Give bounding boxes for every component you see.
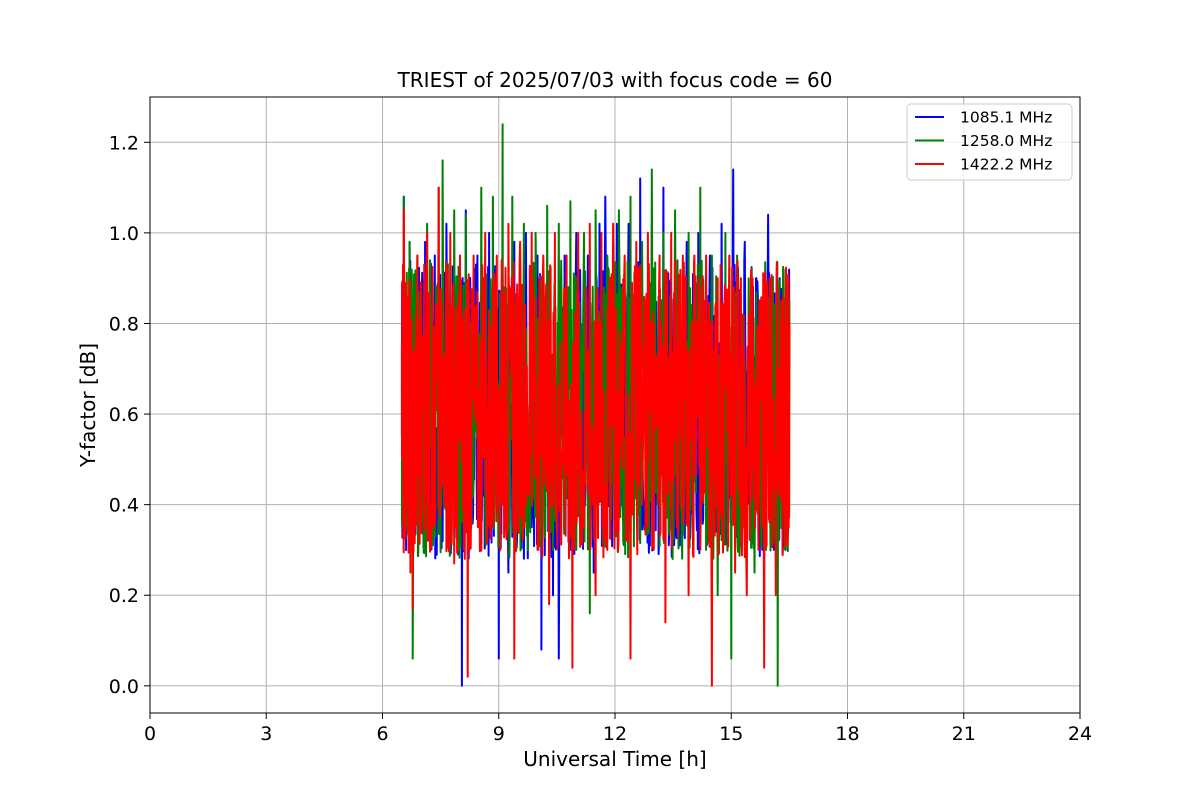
x-tick-label: 6 — [376, 723, 388, 745]
y-tick-label: 0.0 — [109, 676, 139, 698]
x-tick-label: 15 — [719, 723, 743, 745]
y-tick-label: 1.0 — [109, 223, 139, 245]
series-line-3 — [400, 186, 791, 687]
x-tick-label: 21 — [952, 723, 976, 745]
legend-box — [906, 103, 1073, 181]
chart-title: TRIEST of 2025/07/03 with focus code = 6… — [397, 68, 833, 92]
y-tick-label: 0.4 — [109, 495, 139, 517]
x-tick-label: 12 — [603, 723, 627, 745]
y-tick-label: 0.2 — [109, 585, 139, 607]
legend-entry-label: 1258.0 MHz — [960, 132, 1052, 150]
x-tick-label: 0 — [144, 723, 156, 745]
x-tick-label: 24 — [1068, 723, 1092, 745]
legend: 1085.1 MHz 1258.0 MHz 1422.2 MHz — [906, 103, 1073, 181]
y-axis-label: Y-factor [dB] — [76, 343, 100, 468]
x-tick-label: 18 — [835, 723, 859, 745]
series-layer — [400, 123, 791, 687]
x-axis-label: Universal Time [h] — [523, 747, 706, 771]
y-tick-label: 0.6 — [109, 404, 139, 426]
x-tick-label: 3 — [260, 723, 272, 745]
legend-entry-label: 1085.1 MHz — [960, 109, 1052, 127]
axis-ticks: 0 3 6 9 12 15 18 21 24 0.0 0.2 0.4 0.6 0.8 1.0 1.2 — [109, 132, 1092, 745]
x-tick-label: 9 — [493, 723, 505, 745]
legend-entry-label: 1422.2 MHz — [960, 156, 1052, 174]
y-tick-label: 0.8 — [109, 313, 139, 335]
y-tick-label: 1.2 — [109, 132, 139, 154]
